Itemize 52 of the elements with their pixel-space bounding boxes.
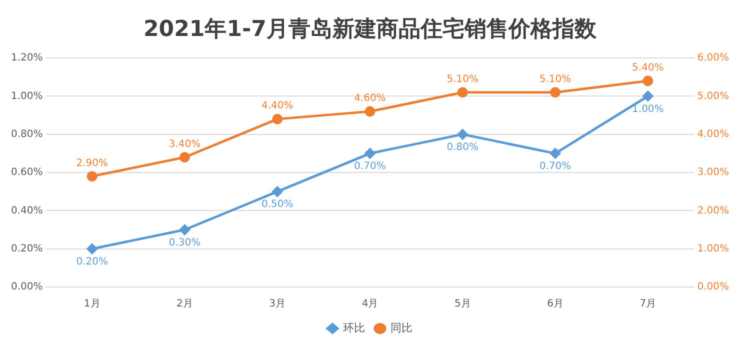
point — [550, 148, 561, 159]
point — [457, 129, 468, 140]
data-label: 5.10% — [539, 74, 572, 85]
point — [642, 90, 654, 102]
x-tick-label: 6月 — [547, 298, 564, 310]
data-label: 4.40% — [261, 100, 294, 112]
point — [272, 186, 283, 197]
y-tick-label: 0.40% — [10, 205, 43, 216]
x-tick-label: 4月 — [362, 298, 378, 310]
data-label: 0.50% — [261, 199, 294, 210]
data-label: 4.60% — [354, 93, 386, 104]
x-tick-label: 1月 — [84, 298, 100, 310]
point — [272, 114, 283, 124]
y2-tick-label: 2.00% — [697, 205, 730, 216]
y-tick-label: 0.80% — [10, 128, 43, 140]
y2-tick-label: 3.00% — [697, 167, 730, 178]
y-tick-label: 1.00% — [10, 90, 43, 102]
point — [642, 76, 654, 86]
data-label: 3.40% — [168, 138, 201, 150]
data-label: 0.70% — [354, 161, 386, 172]
y-tick-label: 0.60% — [10, 167, 43, 178]
y-tick-label: 0.00% — [10, 282, 43, 293]
chart-title: 2021年1-7月青岛新建商品住宅销售价格指数 — [142, 16, 598, 44]
point — [86, 171, 98, 182]
data-label: 1.00% — [632, 104, 664, 115]
x-tick-label: 5月 — [454, 298, 471, 310]
data-label: 0.80% — [446, 142, 479, 153]
y2-tick-label: 4.00% — [697, 128, 730, 140]
x-tick-label: 7月 — [640, 298, 656, 310]
point — [364, 106, 376, 117]
data-label: 5.40% — [632, 62, 664, 74]
data-label: 0.70% — [539, 161, 572, 172]
point — [86, 244, 98, 254]
point — [457, 87, 468, 98]
data-label: 0.20% — [76, 256, 108, 268]
data-label: 5.10% — [446, 74, 479, 85]
data-label: 0.30% — [168, 237, 201, 248]
x-tick-label: 2月 — [176, 298, 193, 310]
point — [550, 87, 561, 98]
point — [364, 148, 376, 159]
legend-label: 同比 — [390, 321, 412, 334]
legend-label: 环比 — [343, 321, 365, 334]
y2-tick-label: 6.00% — [697, 52, 730, 64]
y2-tick-label: 5.00% — [697, 90, 730, 102]
point — [179, 152, 190, 162]
y2-tick-label: 0.00% — [697, 282, 730, 293]
y-tick-label: 0.20% — [10, 243, 43, 254]
y-tick-label: 1.20% — [10, 52, 43, 64]
y2-tick-label: 1.00% — [697, 243, 730, 254]
data-label: 2.90% — [76, 158, 108, 169]
point — [179, 224, 190, 235]
x-tick-label: 3月 — [269, 298, 286, 310]
